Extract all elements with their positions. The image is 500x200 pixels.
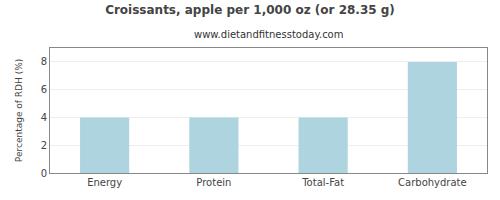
- svg-text:8: 8: [41, 56, 47, 67]
- svg-text:Percentage of RDH (%): Percentage of RDH (%): [14, 59, 24, 162]
- svg-text:0: 0: [41, 168, 47, 179]
- svg-text:Total-Fat: Total-Fat: [301, 177, 344, 188]
- svg-text:6: 6: [41, 84, 47, 95]
- svg-text:4: 4: [41, 112, 47, 123]
- svg-text:2: 2: [41, 140, 47, 151]
- svg-text:Croissants, apple per 1,000 oz: Croissants, apple per 1,000 oz (or 28.35…: [105, 3, 395, 17]
- svg-text:Protein: Protein: [196, 177, 231, 188]
- svg-text:www.dietandfitnesstoday.com: www.dietandfitnesstoday.com: [194, 29, 343, 40]
- svg-text:Carbohydrate: Carbohydrate: [398, 177, 467, 188]
- svg-text:Energy: Energy: [87, 177, 122, 188]
